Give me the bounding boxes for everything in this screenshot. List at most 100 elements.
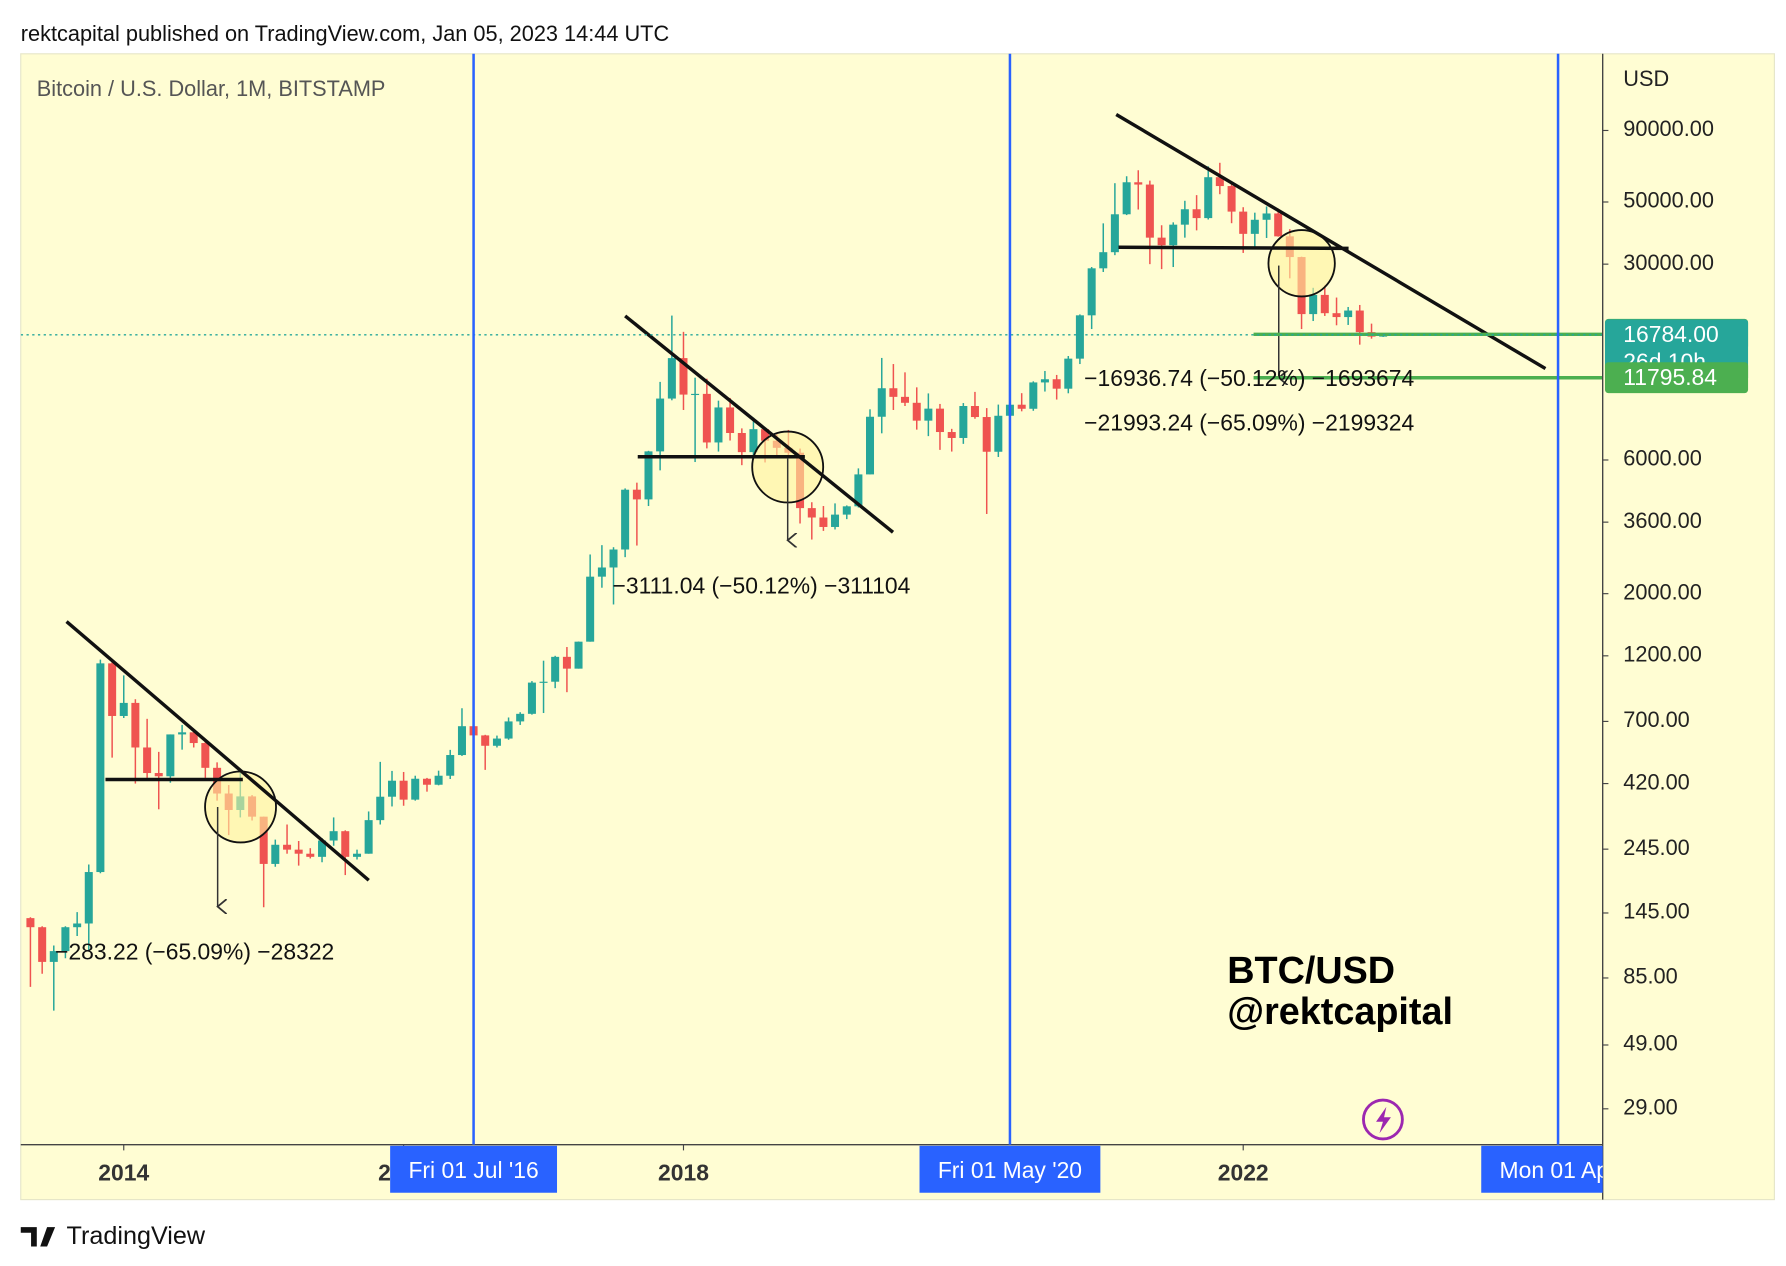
candle-body (1099, 252, 1108, 269)
candle-body (178, 732, 187, 735)
candle-body (387, 780, 397, 797)
candle-body (306, 853, 315, 857)
candle-body (609, 549, 618, 568)
candle-body (318, 840, 327, 857)
y-tick-label: 90000.00 (1623, 116, 1714, 141)
candle-body (551, 656, 560, 682)
candle-body (854, 474, 863, 507)
candle-body (446, 755, 455, 776)
x-tick-label: 2022 (1218, 1159, 1269, 1185)
candle-body (1274, 213, 1283, 237)
candle-body (807, 508, 816, 518)
candle-body (982, 417, 991, 452)
candle-body (632, 489, 641, 500)
candle-body (1204, 177, 1213, 219)
price-label: 16784.00 (1623, 321, 1718, 347)
highlight-circle (204, 770, 277, 844)
y-tick-label: 245.00 (1623, 835, 1689, 860)
marker-label: Mon 01 Apr (1500, 1157, 1617, 1183)
candle-body (935, 408, 944, 433)
candle-body (842, 506, 851, 515)
candle-body (889, 388, 898, 397)
candle-body (1355, 310, 1364, 333)
candle-body (702, 393, 711, 443)
candle-body (49, 951, 58, 962)
candle-body (154, 773, 163, 777)
y-tick-label: 6000.00 (1623, 446, 1702, 471)
candle-body (1320, 294, 1329, 314)
candle-body (259, 816, 268, 864)
candle-body (1239, 211, 1248, 234)
marker-label: Fri 01 Jul '16 (408, 1157, 538, 1183)
measure-label: −21993.24 (−65.09%) −2199324 (1084, 410, 1414, 436)
candle-body (201, 743, 210, 768)
candle-body (457, 726, 466, 756)
candle-body (492, 738, 501, 746)
trendline (624, 314, 895, 534)
axes: 90000.00 50000.00 30000.00 6000.00 3600.00 20… (98, 116, 1714, 1185)
measure-label: −283.22 (−65.09%) −28322 (55, 939, 334, 965)
candle-body (947, 432, 956, 438)
y-tick-label: 85.00 (1623, 964, 1677, 989)
marker-label-box (390, 1145, 558, 1193)
y-tick-label: 1200.00 (1623, 642, 1702, 667)
candle-body (1064, 358, 1073, 389)
candle-body (1134, 182, 1143, 185)
candle-body (597, 567, 606, 577)
candle-body (434, 775, 443, 785)
candle-body (1344, 310, 1353, 318)
marker-label-box (919, 1145, 1101, 1193)
watermark: BTC/USD (1227, 950, 1395, 992)
marker-label-box (1481, 1145, 1603, 1193)
candle-body (714, 407, 723, 443)
candle-body (166, 734, 175, 777)
candle-body (504, 721, 513, 739)
candle-body (831, 514, 840, 527)
candle-body (271, 844, 280, 864)
candle-body (749, 429, 758, 453)
candle-body (108, 663, 117, 716)
drawings (65, 112, 1547, 906)
measure-label: −3111.04 (−50.12%) −311104 (613, 572, 911, 598)
y-tick-label: 420.00 (1623, 769, 1689, 794)
alert-icon[interactable] (1362, 1098, 1404, 1141)
support-line (1118, 245, 1349, 251)
candle-body (411, 778, 420, 800)
candle-body (644, 451, 653, 500)
candle-body (1262, 213, 1271, 220)
candle-body (900, 396, 909, 403)
x-tick-label: 2014 (98, 1159, 149, 1185)
y-tick-label: 3600.00 (1623, 508, 1702, 533)
candle-body (1192, 209, 1201, 219)
price-label-box (1604, 362, 1749, 394)
candle-body (1309, 294, 1318, 315)
candle-body (329, 831, 338, 841)
candle-body (283, 844, 292, 850)
publisher-header: rektcapital published on TradingView.com… (21, 21, 669, 46)
footer-brand: TradingView (67, 1222, 206, 1250)
candle-body (1087, 268, 1096, 316)
y-tick-label: 700.00 (1623, 707, 1689, 732)
candle-body (1040, 379, 1049, 383)
candle-body (574, 641, 583, 669)
candle-body (399, 780, 408, 800)
candle-body (621, 489, 630, 550)
y-tick-label: 29.00 (1623, 1095, 1677, 1120)
candle-body (341, 831, 350, 857)
candle-body (1017, 404, 1026, 409)
measure-label: −16936.74 (−50.12%) −1693674 (1084, 365, 1414, 391)
candle-body (656, 398, 665, 452)
alert-icon-bolt (1376, 1106, 1391, 1134)
x-tick-label: 2018 (658, 1159, 709, 1185)
candle-body (1145, 184, 1154, 238)
candle-body (726, 407, 735, 433)
footer-logo: TradingView (20, 1222, 206, 1250)
candle-body (737, 432, 746, 453)
watermark: @rektcapital (1227, 991, 1453, 1033)
candle-body (1215, 177, 1224, 187)
candle-body (189, 732, 198, 744)
y-tick-label: 50000.00 (1623, 188, 1714, 213)
